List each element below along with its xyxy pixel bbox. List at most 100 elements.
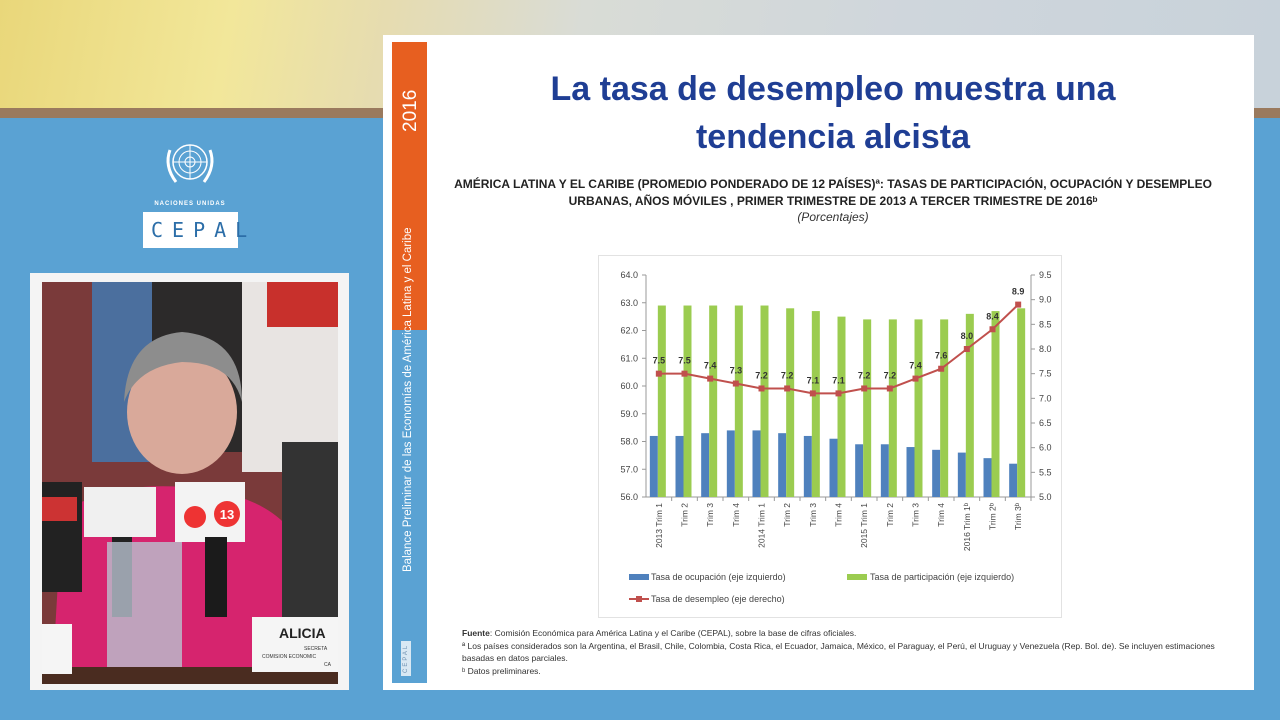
point-desempleo <box>912 375 919 382</box>
legend-label: Tasa de desempleo (eje derecho) <box>651 594 785 604</box>
slide-title: La tasa de desempleo muestra una tendenc… <box>443 65 1223 161</box>
y-left-tick-label: 63.0 <box>620 298 638 308</box>
point-desempleo <box>938 365 945 372</box>
x-tick-label: Trim 2ᵇ <box>988 503 998 530</box>
side-title-text: Balance Preliminar de las Economías de A… <box>402 227 414 572</box>
subtitle-line: AMÉRICA LATINA Y EL CARIBE (PROMEDIO PON… <box>454 177 1212 191</box>
bar-ocupacion <box>983 458 992 497</box>
x-tick-label: Trim 4 <box>731 503 741 527</box>
x-tick-label: Trim 4 <box>936 503 946 527</box>
x-tick-label: Trim 2 <box>782 503 792 527</box>
bar-ocupacion <box>675 435 684 497</box>
data-label: 7.4 <box>909 361 922 371</box>
x-tick-label: 2015 Trim 1 <box>859 503 869 548</box>
y-right-tick-label: 6.5 <box>1039 418 1052 428</box>
x-tick-label: Trim 2 <box>680 503 690 527</box>
bar-ocupacion <box>701 433 710 497</box>
data-label: 7.3 <box>730 366 743 376</box>
title-line: tendencia alcista <box>695 118 970 156</box>
y-left-tick-label: 64.0 <box>620 270 638 280</box>
bar-ocupacion <box>1009 463 1018 497</box>
slide-side-logo: CEPAL <box>401 640 411 676</box>
y-right-tick-label: 7.5 <box>1039 369 1052 379</box>
nameplate-role: SECRETA <box>304 646 328 652</box>
bar-ocupacion <box>649 435 658 497</box>
y-right-tick-label: 9.0 <box>1039 295 1052 305</box>
bar-ocupacion <box>906 447 915 497</box>
x-tick-label: Trim 3 <box>808 503 818 527</box>
x-tick-label: 2016 Trim 1ᵇ <box>962 503 972 551</box>
point-desempleo <box>989 326 996 333</box>
legend-label: Tasa de participación (eje izquierdo) <box>870 572 1014 582</box>
data-label: 8.4 <box>986 311 999 321</box>
cepal-logo: NACIONES UNIDAS CEPAL <box>140 136 247 248</box>
y-right-tick-label: 5.0 <box>1039 492 1052 502</box>
bar-participacion <box>940 319 949 497</box>
slide-sidebar-blue: Balance Preliminar de las Economías de A… <box>392 227 427 683</box>
note-a: ª Los países considerados son la Argenti… <box>462 640 1215 664</box>
y-left-tick-label: 56.0 <box>620 492 638 502</box>
bar-ocupacion <box>778 433 787 497</box>
point-desempleo <box>681 370 688 377</box>
bar-ocupacion <box>803 435 812 497</box>
bar-participacion <box>760 305 769 497</box>
legend-label: Tasa de ocupación (eje izquierdo) <box>651 572 786 582</box>
y-right-tick-label: 8.5 <box>1039 319 1052 329</box>
y-left-tick-label: 57.0 <box>620 464 638 474</box>
source-label: Fuente <box>462 628 490 638</box>
y-right-tick-label: 9.5 <box>1039 270 1052 280</box>
data-label: 7.2 <box>755 370 768 380</box>
bar-participacion <box>734 305 743 497</box>
point-desempleo <box>758 385 765 392</box>
data-label: 7.4 <box>704 361 717 371</box>
bar-participacion <box>657 305 666 497</box>
point-desempleo <box>655 370 662 377</box>
y-left-tick-label: 61.0 <box>620 353 638 363</box>
x-tick-label: 2014 Trim 1 <box>757 503 767 548</box>
legend-marker <box>636 596 642 602</box>
un-emblem-icon <box>166 144 214 183</box>
y-right-tick-label: 6.0 <box>1039 443 1052 453</box>
point-desempleo <box>732 380 739 387</box>
x-tick-label: Trim 3 <box>911 503 921 527</box>
point-desempleo <box>1015 301 1022 308</box>
point-desempleo <box>809 390 816 397</box>
x-tick-label: Trim 4 <box>834 503 844 527</box>
subtitle-line: URBANAS, AÑOS MÓVILES , PRIMER TRIMESTRE… <box>568 194 1098 208</box>
bar-ocupacion <box>932 449 941 497</box>
data-label: 7.1 <box>832 375 845 385</box>
speaker-scene: 13 ALICIA SECRETA COMISION ECONOMIC CA <box>42 282 338 684</box>
bar-participacion <box>965 313 974 497</box>
nameplate-name: ALICIA <box>279 625 326 641</box>
legend-swatch-participacion <box>847 574 867 580</box>
data-label: 7.6 <box>935 351 948 361</box>
point-desempleo <box>886 385 893 392</box>
point-desempleo <box>963 346 970 352</box>
bar-participacion <box>863 319 872 497</box>
slide-sidebar-orange: 2016 <box>392 42 427 330</box>
y-left-tick-label: 62.0 <box>620 326 638 336</box>
point-desempleo <box>835 390 842 397</box>
data-label: 7.5 <box>678 356 691 366</box>
bar-participacion <box>1017 308 1026 497</box>
data-label: 7.2 <box>884 370 897 380</box>
y-right-tick-label: 5.5 <box>1039 467 1052 477</box>
bar-participacion <box>991 311 1000 497</box>
chart-subtitle: AMÉRICA LATINA Y EL CARIBE (PROMEDIO PON… <box>443 176 1223 210</box>
video-frame: 13 ALICIA SECRETA COMISION ECONOMIC CA <box>30 273 349 690</box>
point-desempleo <box>707 375 714 382</box>
nameplate-role: COMISION ECONOMIC <box>262 654 317 660</box>
x-tick-label: 2013 Trim 1 <box>654 503 664 548</box>
note-b: ᵇ Datos preliminares. <box>462 665 541 676</box>
y-left-tick-label: 60.0 <box>620 381 638 391</box>
y-left-tick-label: 59.0 <box>620 409 638 419</box>
bar-ocupacion <box>829 438 838 497</box>
bar-participacion <box>888 319 897 497</box>
mic-logo: 13 <box>220 507 234 522</box>
bar-participacion <box>683 305 692 497</box>
y-right-tick-label: 7.0 <box>1039 393 1052 403</box>
point-desempleo <box>784 385 791 392</box>
data-label: 7.5 <box>653 356 666 366</box>
bar-participacion <box>837 316 846 497</box>
chart-units: (Porcentajes) <box>797 210 869 224</box>
